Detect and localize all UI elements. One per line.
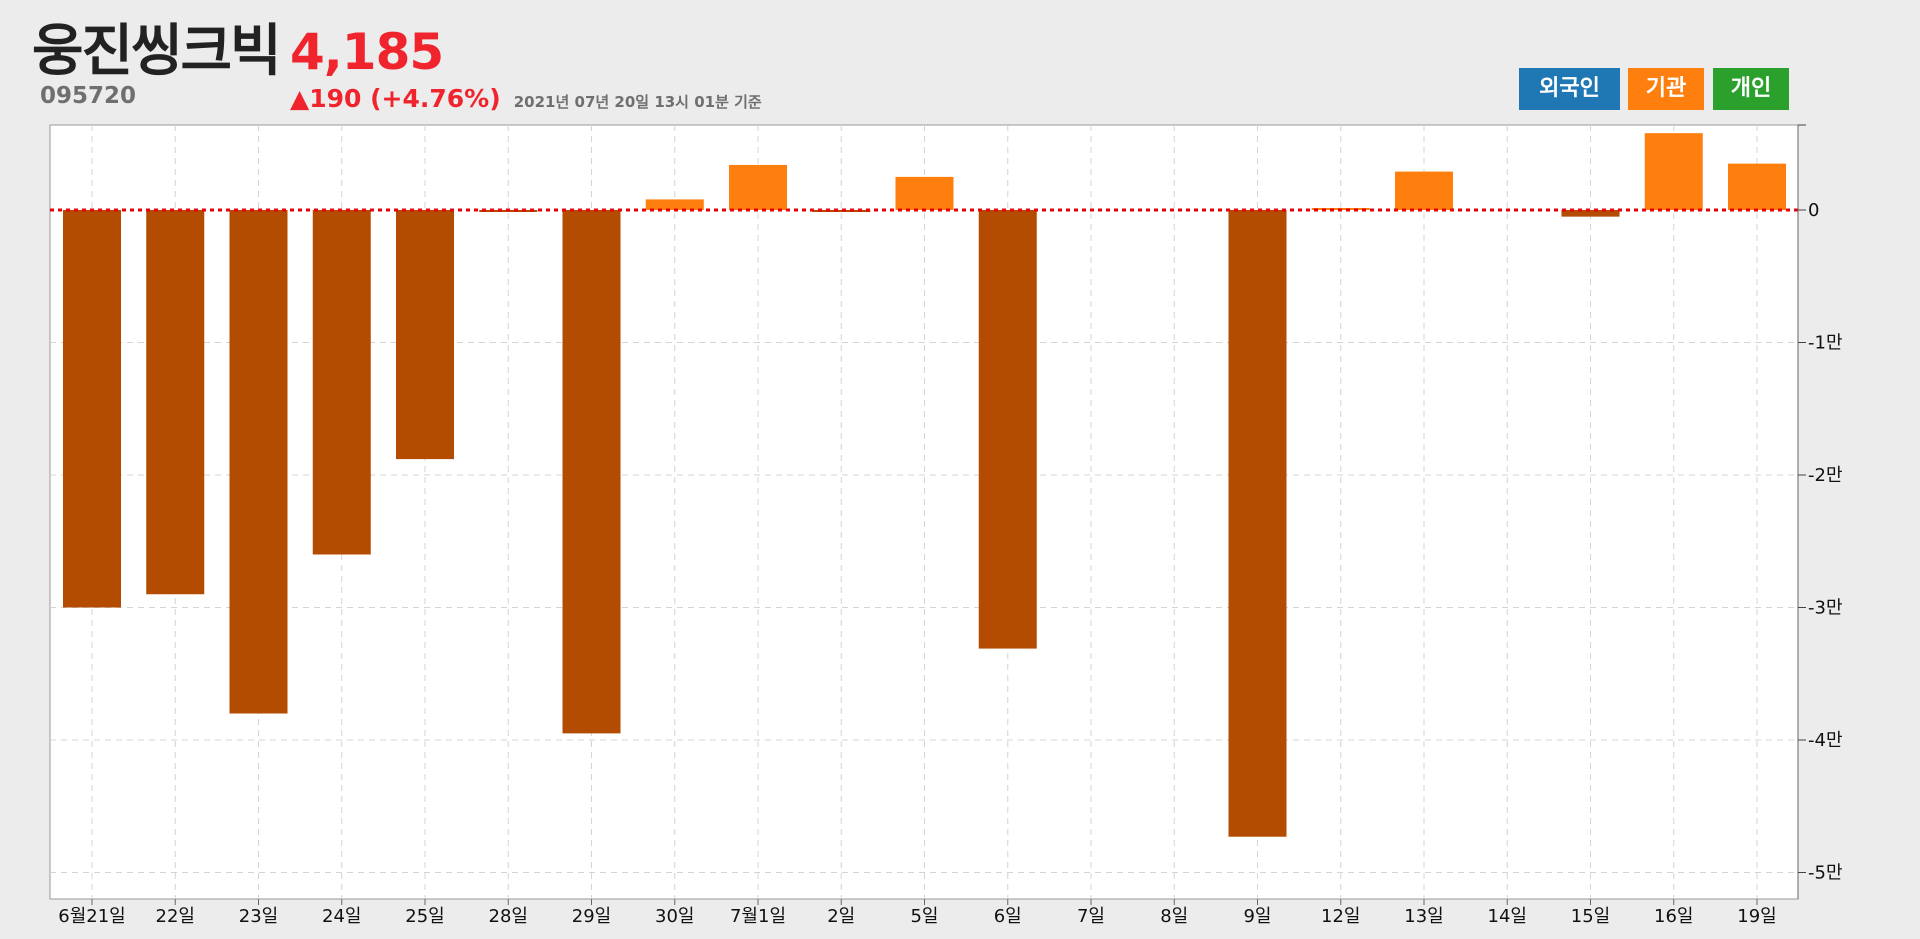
x-axis: 6월21일 22일 23일 24일 25일 28일 29일 30일 7월1일 2일 5일 6일 7일 8일…: [58, 899, 1777, 927]
x-tick-label: 5일: [910, 906, 938, 927]
bar-7월1일: [729, 164, 787, 210]
x-tick-label: 23일: [239, 906, 278, 927]
bar-30일: [645, 199, 704, 210]
x-tick-label: 8일: [1160, 906, 1188, 927]
y-tick-label: -1만: [1808, 333, 1843, 354]
bar-24일: [312, 210, 371, 555]
y-tick-label: 0: [1808, 200, 1819, 221]
price-change: ▲190 (+4.76%): [290, 84, 501, 113]
x-tick-label: 24일: [322, 906, 361, 927]
y-tick-label: -5만: [1808, 863, 1843, 884]
bar-6일: [978, 210, 1037, 649]
bar-13일: [1395, 171, 1453, 210]
y-axis: 0 -1만 -2만 -3만 -4만 -5만: [1797, 124, 1843, 899]
legend-foreign-button[interactable]: 외국인: [1519, 68, 1620, 110]
change-row: ▲190 (+4.76%) 2021년 07년 20일 13시 01분 기준: [290, 84, 762, 114]
bars: [63, 133, 1786, 837]
x-tick-label: 6월21일: [58, 906, 125, 927]
x-tick-label: 25일: [405, 906, 444, 927]
bar-25일: [396, 210, 454, 460]
y-tick-label: -4만: [1808, 730, 1843, 751]
legend-institution-button[interactable]: 기관: [1628, 68, 1704, 110]
x-tick-label: 7월1일: [730, 906, 786, 927]
x-tick-label: 30일: [655, 906, 694, 927]
x-tick-label: 15일: [1571, 906, 1610, 927]
x-tick-label: 13일: [1404, 906, 1443, 927]
bar-2일: [812, 210, 871, 212]
bar-22일: [146, 210, 205, 595]
bar-15일: [1561, 210, 1620, 217]
bar-6월21일: [63, 210, 121, 608]
timestamp: 2021년 07년 20일 13시 01분 기준: [513, 93, 762, 111]
x-tick-label: 29일: [572, 906, 611, 927]
bar-29일: [562, 210, 621, 734]
x-tick-label: 7일: [1077, 906, 1105, 927]
x-tick-label: 22일: [156, 906, 195, 927]
legend-individual-button[interactable]: 개인: [1713, 68, 1789, 110]
y-tick-label: -3만: [1808, 598, 1843, 619]
header: 웅진씽크빅 095720 4,185 ▲190 (+4.76%) 2021년 0…: [0, 0, 1920, 125]
x-tick-label: 19일: [1737, 906, 1776, 927]
x-tick-label: 14일: [1488, 906, 1527, 927]
x-tick-label: 6일: [994, 906, 1022, 927]
bar-19일: [1728, 163, 1786, 210]
x-tick-label: 9일: [1243, 906, 1271, 927]
bar-9일: [1228, 210, 1287, 837]
x-tick-label: 2일: [827, 906, 855, 927]
current-price: 4,185: [290, 23, 444, 81]
bar-16일: [1644, 133, 1703, 210]
x-tick-label: 12일: [1321, 906, 1360, 927]
bar-5일: [895, 176, 954, 210]
y-tick-label: -2만: [1808, 465, 1843, 486]
x-tick-label: 28일: [489, 906, 528, 927]
x-tick-label: 16일: [1654, 906, 1693, 927]
bar-23일: [229, 210, 288, 714]
stock-name: 웅진씽크빅: [32, 19, 282, 84]
stock-code: 095720: [40, 83, 137, 109]
